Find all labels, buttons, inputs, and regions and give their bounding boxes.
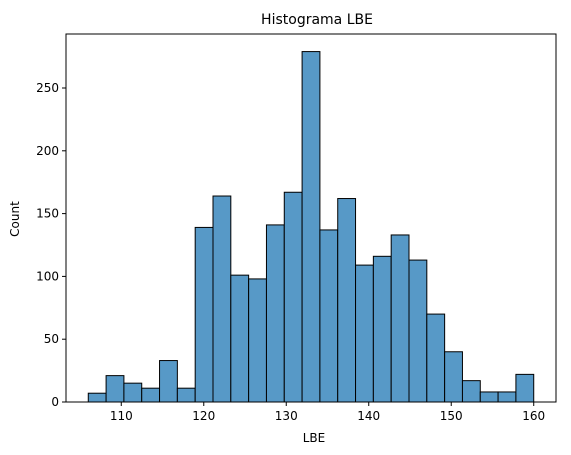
histogram-bar: [390, 234, 410, 403]
y-tick-label: 250: [36, 81, 59, 95]
histogram-bar: [337, 198, 357, 403]
y-tick-label: 50: [44, 332, 59, 346]
histogram-bar: [87, 392, 107, 403]
histogram-bar: [212, 195, 232, 403]
histogram-bar: [283, 191, 303, 403]
x-tick-label: 160: [522, 409, 545, 423]
histogram-bar: [159, 360, 178, 403]
y-tick-label: 150: [36, 207, 59, 221]
chart-title: Histograma LBE: [261, 12, 373, 28]
histogram-bar: [265, 224, 285, 403]
histogram-bar: [479, 391, 499, 403]
histogram-bar: [444, 351, 463, 403]
y-tick-label: 100: [36, 269, 59, 283]
histogram-bar: [319, 229, 339, 403]
histogram-bar: [194, 226, 214, 403]
y-ticks: 0 50 100 150 200 250: [36, 81, 66, 409]
histogram-bar: [123, 382, 143, 403]
bars-group: [87, 51, 535, 403]
histogram-bar: [301, 51, 321, 403]
histogram-bar: [515, 373, 535, 403]
x-tick-label: 130: [275, 409, 298, 423]
x-tick-label: 150: [440, 409, 463, 423]
histogram-bar: [372, 255, 392, 403]
y-tick-label: 200: [36, 144, 59, 158]
histogram-bar: [141, 387, 161, 403]
x-tick-label: 110: [110, 409, 133, 423]
histogram-bar: [426, 313, 446, 403]
histogram-bar: [408, 259, 428, 403]
histogram-bar: [176, 387, 196, 403]
x-ticks: 110 120 130 140 150 160: [110, 402, 545, 423]
histogram-bar: [461, 380, 481, 403]
histogram-bar: [105, 375, 125, 403]
x-tick-label: 120: [192, 409, 215, 423]
plot-frame: [65, 33, 557, 403]
x-tick-label: 140: [357, 409, 380, 423]
histogram-bar: [497, 391, 517, 403]
y-axis-label: Count: [8, 201, 22, 237]
x-axis-label: LBE: [303, 431, 326, 445]
histogram-bar: [355, 264, 374, 403]
histogram-bar: [248, 278, 267, 403]
histogram-bar: [230, 274, 250, 403]
y-tick-label: 0: [51, 395, 59, 409]
